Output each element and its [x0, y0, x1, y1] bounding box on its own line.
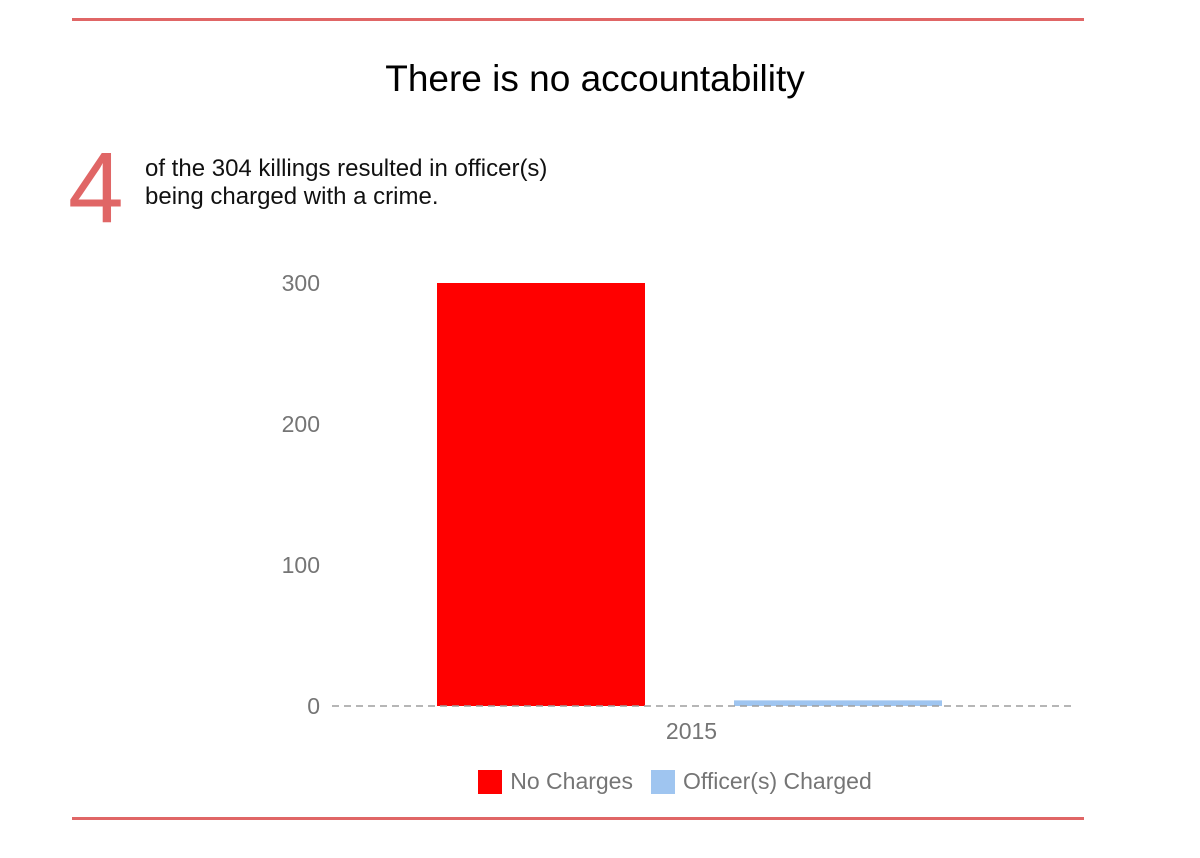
- legend-swatch-no-charges: [478, 769, 503, 794]
- y-tick-label-200: 200: [282, 411, 320, 437]
- chart-title: There is no accountability: [385, 58, 805, 99]
- highlight-number: 4: [68, 132, 124, 244]
- highlight-text: of the 304 killings resulted in officer(…: [145, 155, 745, 211]
- legend-label-no-charges: No Charges: [510, 768, 633, 794]
- chart-legend: No Charges Officer(s) Charged: [0, 768, 1200, 795]
- bar-no-charges-2015[interactable]: [437, 283, 645, 706]
- legend-item-no-charges[interactable]: No Charges: [478, 768, 633, 795]
- x-tick-label-2015: 2015: [666, 718, 717, 744]
- top-divider: [72, 18, 1084, 21]
- legend-label-officers-charged: Officer(s) Charged: [682, 768, 872, 794]
- bottom-divider: [72, 817, 1084, 820]
- legend-swatch-officers-charged: [650, 769, 675, 794]
- y-tick-label-300: 300: [282, 270, 320, 296]
- y-tick-label-100: 100: [282, 552, 320, 578]
- highlight-text-line-1: of the 304 killings resulted in officer(…: [145, 155, 548, 182]
- bar-officer-s-charged-2015[interactable]: [734, 700, 942, 706]
- y-tick-label-0: 0: [307, 693, 320, 719]
- legend-item-officers-charged[interactable]: Officer(s) Charged: [650, 768, 872, 795]
- highlight-text-line-2: being charged with a crime.: [145, 183, 439, 210]
